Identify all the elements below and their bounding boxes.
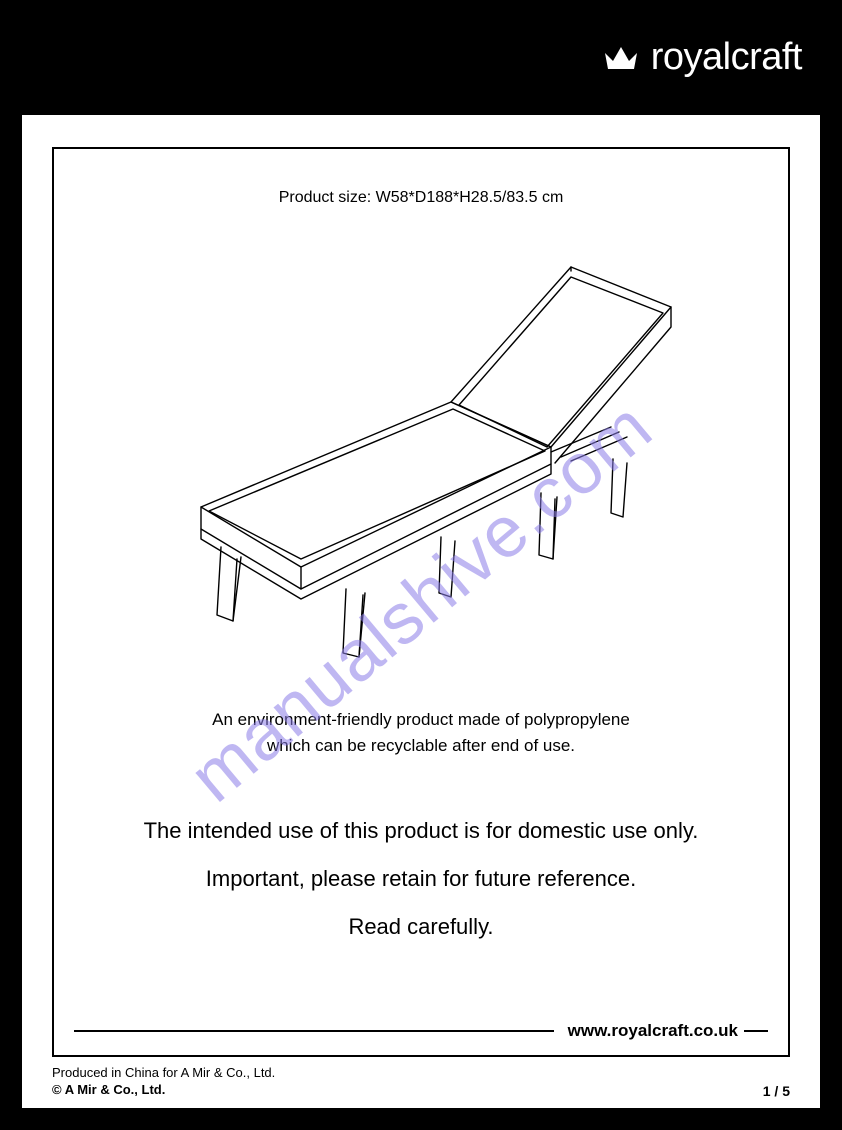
url-row: www.royalcraft.co.uk bbox=[74, 1021, 768, 1041]
copyright-text: © A Mir & Co., Ltd. bbox=[52, 1082, 275, 1099]
brand-name: royalcraft bbox=[651, 36, 802, 79]
eco-line-1: An environment-friendly product made of … bbox=[84, 707, 758, 733]
eco-description: An environment-friendly product made of … bbox=[84, 707, 758, 758]
produced-text: Produced in China for A Mir & Co., Ltd. bbox=[52, 1065, 275, 1082]
notice-read: Read carefully. bbox=[84, 914, 758, 940]
sun-lounger-illustration bbox=[141, 237, 701, 677]
page-number: 1 / 5 bbox=[763, 1083, 790, 1099]
page-area: Product size: W58*D188*H28.5/83.5 cm bbox=[22, 115, 820, 1108]
url-line-right bbox=[744, 1030, 768, 1032]
crown-icon bbox=[601, 43, 641, 73]
document-outer-frame: royalcraft Product size: W58*D188*H28.5/… bbox=[0, 0, 842, 1130]
notice-domestic: The intended use of this product is for … bbox=[84, 818, 758, 844]
eco-line-2: which can be recyclable after end of use… bbox=[84, 733, 758, 759]
notice-retain: Important, please retain for future refe… bbox=[84, 866, 758, 892]
content-frame: Product size: W58*D188*H28.5/83.5 cm bbox=[52, 147, 790, 1057]
brand-logo: royalcraft bbox=[601, 36, 802, 79]
website-url: www.royalcraft.co.uk bbox=[554, 1021, 744, 1041]
url-line-left bbox=[74, 1030, 554, 1032]
product-size-text: Product size: W58*D188*H28.5/83.5 cm bbox=[84, 189, 758, 207]
brand-header: royalcraft bbox=[0, 0, 842, 115]
notice-block: The intended use of this product is for … bbox=[84, 818, 758, 940]
footer: Produced in China for A Mir & Co., Ltd. … bbox=[52, 1065, 790, 1099]
footer-left: Produced in China for A Mir & Co., Ltd. … bbox=[52, 1065, 275, 1099]
